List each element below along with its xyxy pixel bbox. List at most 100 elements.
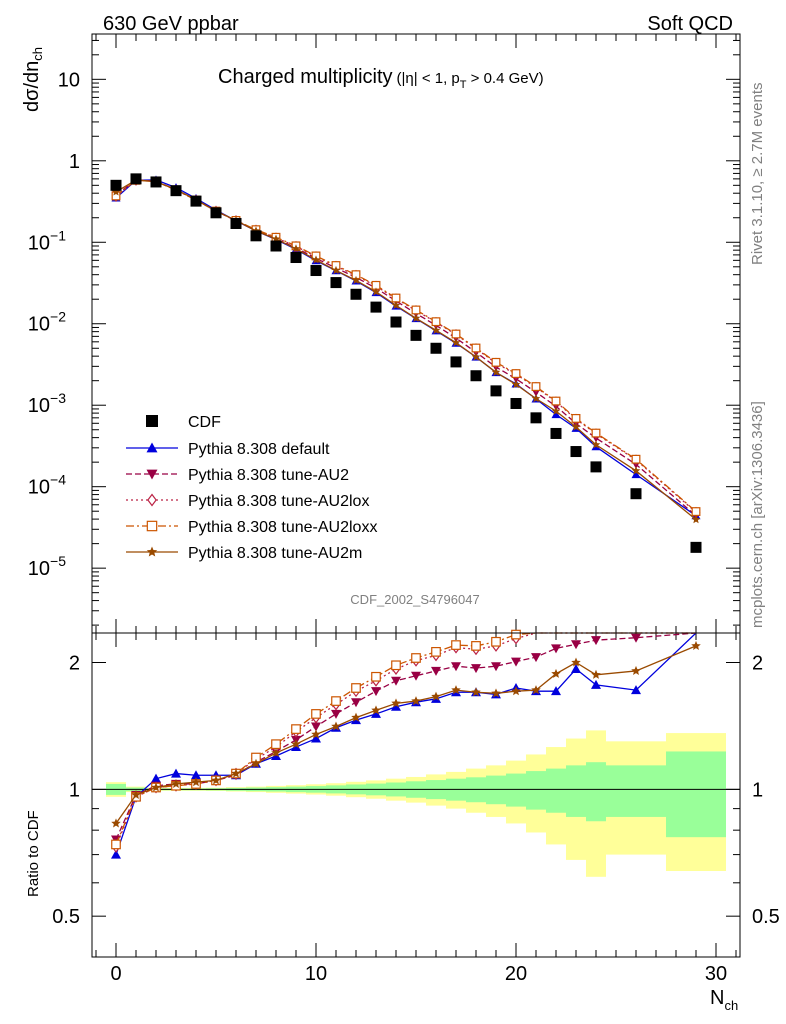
ratio-series-point <box>391 660 401 671</box>
legend: Pythia 8.308 default Pythia 8.308 tune-AU… <box>126 414 377 562</box>
series-point <box>411 305 421 315</box>
series-point <box>491 367 501 376</box>
legend-marker <box>146 469 158 480</box>
data-point <box>490 385 502 397</box>
inner-uncertainty-band <box>666 751 726 838</box>
series-line <box>115 179 697 517</box>
ratio-series-point <box>191 770 201 780</box>
data-point <box>330 277 342 289</box>
x-tick-label: 30 <box>705 963 727 985</box>
ratio-series-point <box>431 666 441 676</box>
ratio-series-point <box>111 818 121 828</box>
ratio-y-tick-label: 0.5 <box>52 906 80 928</box>
ratio-series-point <box>111 849 121 859</box>
ratio-series-point <box>511 629 521 640</box>
plot-title: Charged multiplicity (|η| < 1, pT > 0.4 G… <box>218 66 544 91</box>
series-line <box>115 179 697 517</box>
y-tick-label: 10−2 <box>28 309 66 336</box>
legend-label: Pythia 8.308 default <box>188 441 330 458</box>
legend-label: Pythia 8.308 tune-AU2loxx <box>188 519 377 536</box>
y-tick-label: 1 <box>69 151 80 173</box>
series-point <box>431 317 441 327</box>
mcplots-reference-label: mcplots.cern.ch [arXiv:1306.3436] <box>749 401 766 628</box>
series-point <box>391 300 401 310</box>
legend-marker <box>146 415 158 427</box>
ratio-series-point <box>111 839 121 850</box>
ratio-series-point <box>371 705 381 715</box>
ratio-series-point <box>471 664 481 674</box>
ratio-series-point <box>631 685 641 695</box>
ratio-series-point <box>311 729 321 739</box>
data-point <box>570 446 582 458</box>
series-point <box>331 265 341 275</box>
data-point <box>290 252 302 264</box>
series-point <box>431 325 441 334</box>
data-point <box>550 427 562 439</box>
ratio-series-point <box>311 709 321 719</box>
data-point <box>510 397 522 409</box>
data-point <box>590 461 602 473</box>
x-axis-title: Nch <box>710 987 738 1013</box>
ratio-series-point <box>591 679 601 689</box>
ratio-series-point <box>451 662 461 672</box>
ratio-y-tick-label: 2 <box>69 653 80 675</box>
y-tick-label: 10−1 <box>28 227 66 254</box>
data-point <box>690 541 702 553</box>
ratio-series-point <box>551 668 561 678</box>
inner-uncertainty-band <box>506 773 526 807</box>
analysis-id-label: CDF_2002_S4796047 <box>350 592 479 607</box>
series-point <box>631 470 641 479</box>
ratio-series-point <box>391 676 401 686</box>
series-point <box>591 428 601 438</box>
ratio-series-point <box>431 691 441 701</box>
ratio-y-tick-label-right: 2 <box>752 653 763 675</box>
ratio-y-tick-label-right: 0.5 <box>752 906 780 928</box>
ratio-series-point <box>131 789 141 799</box>
ratio-panel-frame <box>91 632 741 958</box>
series-point <box>391 293 401 303</box>
legend-marker <box>146 546 158 557</box>
ratio-series-point <box>371 708 381 718</box>
ratio-series-point <box>171 768 181 778</box>
ratio-series-point <box>631 665 641 675</box>
ratio-series-point <box>311 722 321 732</box>
ratio-series-point <box>571 664 581 674</box>
data-point <box>270 240 282 252</box>
data-point <box>230 217 242 229</box>
top-y-axis-title: dσ/dnch <box>21 47 45 112</box>
series-point <box>691 507 701 516</box>
legend-label: Pythia 8.308 tune-AU2m <box>188 545 362 562</box>
ratio-series-point <box>691 640 701 650</box>
header-right: Soft QCD <box>647 13 733 35</box>
ratio-series-point <box>311 733 321 743</box>
ratio-series-point <box>411 653 421 663</box>
ratio-series-point <box>331 696 341 706</box>
inner-uncertainty-band <box>566 765 586 817</box>
ratio-series-point <box>171 778 181 788</box>
data-point <box>430 342 442 354</box>
y-tick-label: 10−3 <box>28 390 66 417</box>
ratio-series-point <box>451 685 461 695</box>
data-point <box>630 488 642 500</box>
inner-uncertainty-band <box>586 762 606 822</box>
ratio-series-point <box>491 688 501 698</box>
ratio-series-point <box>291 724 301 734</box>
series-point <box>531 382 541 391</box>
data-point <box>410 329 422 341</box>
series-point <box>571 422 581 431</box>
data-point <box>210 207 222 219</box>
y-tick-label: 10−5 <box>28 553 66 580</box>
rivet-version-label: Rivet 3.1.10, ≥ 2.7M events <box>749 83 766 266</box>
ratio-series-point <box>491 662 501 672</box>
ratio-series-point <box>271 747 281 757</box>
data-point <box>450 356 462 368</box>
series-point <box>491 357 501 367</box>
ratio-series-point <box>371 687 381 697</box>
ratio-series-point <box>631 633 641 643</box>
ratio-series-point <box>471 687 481 697</box>
x-tick-label: 20 <box>505 963 527 985</box>
ratio-series-point <box>271 739 281 750</box>
legend-label: Pythia 8.308 tune-AU2lox <box>188 493 369 510</box>
data-point <box>250 230 262 242</box>
